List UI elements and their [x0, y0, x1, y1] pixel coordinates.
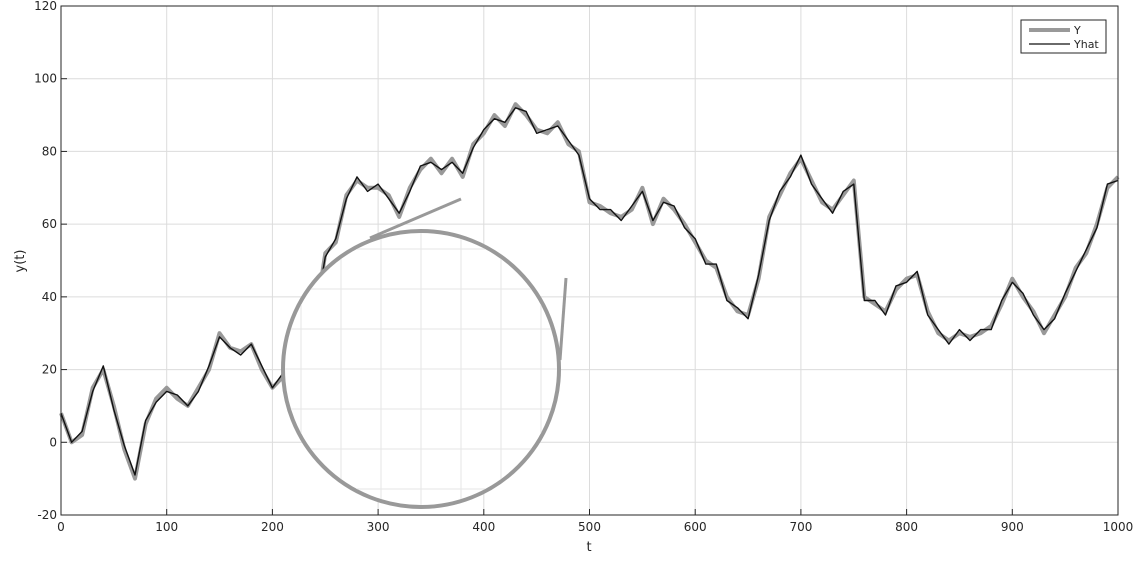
x-axis-label: t [586, 540, 591, 555]
y-axis-ticks: -20 0 20 40 60 80 100 120 [34, 0, 67, 522]
x-tick-label: 200 [261, 520, 284, 534]
y-tick-label: 20 [42, 363, 57, 377]
series-layer [59, 102, 1120, 481]
zoom-connector-line [558, 277, 568, 361]
x-tick-label: 600 [684, 520, 707, 534]
y-tick-label: -20 [37, 508, 57, 522]
legend-box [1020, 19, 1107, 54]
series-line-y [59, 102, 1120, 481]
legend-label-y: Y [1073, 24, 1081, 37]
y-axis-label: y(t) [13, 250, 28, 273]
y-tick-label: 60 [42, 217, 57, 231]
legend: Y Yhat [1020, 19, 1107, 54]
x-tick-label: 1000 [1103, 520, 1134, 534]
y-tick-label: 0 [49, 435, 57, 449]
x-tick-label: 500 [578, 520, 601, 534]
zoom-connector-line [369, 197, 462, 240]
x-tick-label: 900 [1001, 520, 1024, 534]
x-tick-label: 400 [472, 520, 495, 534]
y-tick-label: 100 [34, 72, 57, 86]
x-tick-label: 300 [367, 520, 390, 534]
x-tick-label: 100 [155, 520, 178, 534]
x-tick-label: 0 [57, 520, 65, 534]
y-tick-label: 120 [34, 0, 57, 13]
series-line-yhat [60, 107, 1119, 476]
y-tick-label: 40 [42, 290, 57, 304]
x-tick-label: 700 [789, 520, 812, 534]
legend-label-yhat: Yhat [1073, 38, 1099, 51]
x-axis-ticks: 0 100 200 300 400 500 600 700 800 900 1000 [57, 509, 1133, 534]
zoom-inset [281, 197, 568, 509]
x-tick-label: 800 [895, 520, 918, 534]
y-tick-label: 80 [42, 144, 57, 158]
